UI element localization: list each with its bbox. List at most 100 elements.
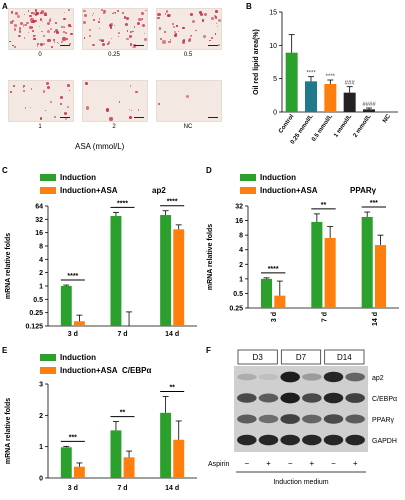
lipid-droplet xyxy=(132,44,136,48)
lipid-droplet xyxy=(113,24,116,27)
micrograph-0 xyxy=(8,8,74,50)
lipid-droplet xyxy=(41,20,44,23)
lipid-droplet xyxy=(93,19,95,21)
blot-band xyxy=(323,392,344,404)
lipid-droplet xyxy=(30,107,32,109)
significance-marker: ** xyxy=(120,410,126,417)
panel-a-xlabel: ASA (mmol/L) xyxy=(75,142,125,151)
lipid-droplet xyxy=(216,25,219,28)
lipid-droplet xyxy=(83,20,87,25)
legend-label: Induction+ASA xyxy=(60,186,118,195)
lipid-droplet xyxy=(15,12,18,15)
lipid-droplet xyxy=(129,109,131,111)
concentration-label: 0.5 xyxy=(183,52,193,58)
lipid-droplet xyxy=(44,110,46,112)
time-label: D7 xyxy=(296,353,307,362)
significance-marker: **** xyxy=(67,273,78,280)
lipid-droplet xyxy=(9,40,11,43)
lipid-droplet xyxy=(66,37,69,40)
panel-label-d: D xyxy=(206,166,212,175)
bar xyxy=(374,245,387,308)
category-label: 14 d xyxy=(165,485,179,492)
lipid-droplet xyxy=(112,12,115,15)
lipid-droplet xyxy=(30,88,33,90)
blot-band xyxy=(302,373,322,381)
lipid-droplet xyxy=(192,20,196,24)
blot-band xyxy=(323,414,344,424)
lipid-droplet xyxy=(185,94,190,99)
lipid-droplet xyxy=(164,13,167,16)
bar xyxy=(160,412,172,478)
lipid-droplet xyxy=(117,35,119,37)
lipid-droplet xyxy=(34,9,37,12)
lipid-droplet xyxy=(214,16,218,19)
lipid-droplet xyxy=(92,43,95,47)
bar xyxy=(60,286,72,326)
y-tick-label: 3 xyxy=(39,382,43,389)
lipid-droplet xyxy=(126,38,129,41)
y-tick-label: 2 xyxy=(39,270,43,277)
lipid-droplet xyxy=(17,15,21,19)
lipid-droplet xyxy=(23,89,26,92)
lipid-droplet xyxy=(141,12,144,15)
lipid-droplet xyxy=(41,30,43,33)
concentration-label: 2 xyxy=(112,124,116,130)
bar xyxy=(73,466,85,478)
lipid-droplet xyxy=(106,43,109,46)
lipid-droplet xyxy=(109,26,113,30)
lipid-droplet xyxy=(40,118,43,121)
lipid-droplet xyxy=(12,19,15,22)
lipid-droplet xyxy=(138,17,142,22)
lipid-droplet xyxy=(62,37,66,41)
lipid-droplet xyxy=(110,23,113,26)
lipid-droplet xyxy=(198,11,202,15)
lipid-droplet xyxy=(10,21,13,24)
lipid-droplet xyxy=(98,38,101,41)
lipid-droplet xyxy=(34,19,37,23)
lipid-droplet xyxy=(49,100,52,103)
chart-title: C/EBPα xyxy=(122,366,151,375)
category-label: 3 d xyxy=(271,312,278,322)
ap2-mrna-chart: Induction Induction+ASA ap2 0.125 0.25 0.5 1 2 4… xyxy=(5,173,197,338)
blot-membrane xyxy=(234,366,368,452)
legend-swatch xyxy=(40,367,56,374)
y-tick-label: 0.5 xyxy=(233,291,243,298)
lipid-droplet xyxy=(66,106,69,109)
y-tick-label: 0 xyxy=(39,476,43,483)
lipid-droplet xyxy=(24,24,27,27)
time-group-box xyxy=(324,349,365,365)
lipid-droplet xyxy=(157,103,160,106)
lipid-droplet xyxy=(34,34,36,36)
lipid-droplet xyxy=(36,42,39,45)
blot-band xyxy=(345,414,365,424)
treatment-sign: + xyxy=(309,459,314,468)
lipid-droplet xyxy=(135,90,138,93)
significance-marker: **** xyxy=(326,74,336,80)
protein-label: C/EBPα xyxy=(372,396,397,403)
lipid-droplet xyxy=(128,115,132,119)
lipid-droplet xyxy=(215,22,218,25)
lipid-droplet xyxy=(40,10,45,14)
lipid-droplet xyxy=(137,22,140,26)
lipid-droplet xyxy=(83,9,87,13)
y-tick-label: 1 xyxy=(39,284,43,291)
lipid-droplet xyxy=(170,39,172,41)
panel-label-b: B xyxy=(246,2,252,11)
time-label: D3 xyxy=(253,353,264,362)
time-group-box xyxy=(237,349,278,365)
medium-label: Induction medium xyxy=(273,479,328,486)
lipid-droplet xyxy=(182,26,185,30)
bar xyxy=(173,229,185,326)
lipid-droplet xyxy=(176,25,178,27)
lipid-droplet xyxy=(125,16,129,20)
y-tick-label: 4 xyxy=(39,257,43,264)
lipid-droplet xyxy=(88,28,91,31)
protein-label: ap2 xyxy=(372,375,384,382)
lipid-droplet xyxy=(27,10,30,12)
lipid-droplet xyxy=(18,30,22,33)
y-tick-label: 16 xyxy=(235,218,243,225)
lipid-droplet xyxy=(59,102,63,105)
lipid-droplet xyxy=(202,35,206,39)
lipid-droplet xyxy=(28,32,30,34)
lipid-droplet xyxy=(23,37,26,39)
